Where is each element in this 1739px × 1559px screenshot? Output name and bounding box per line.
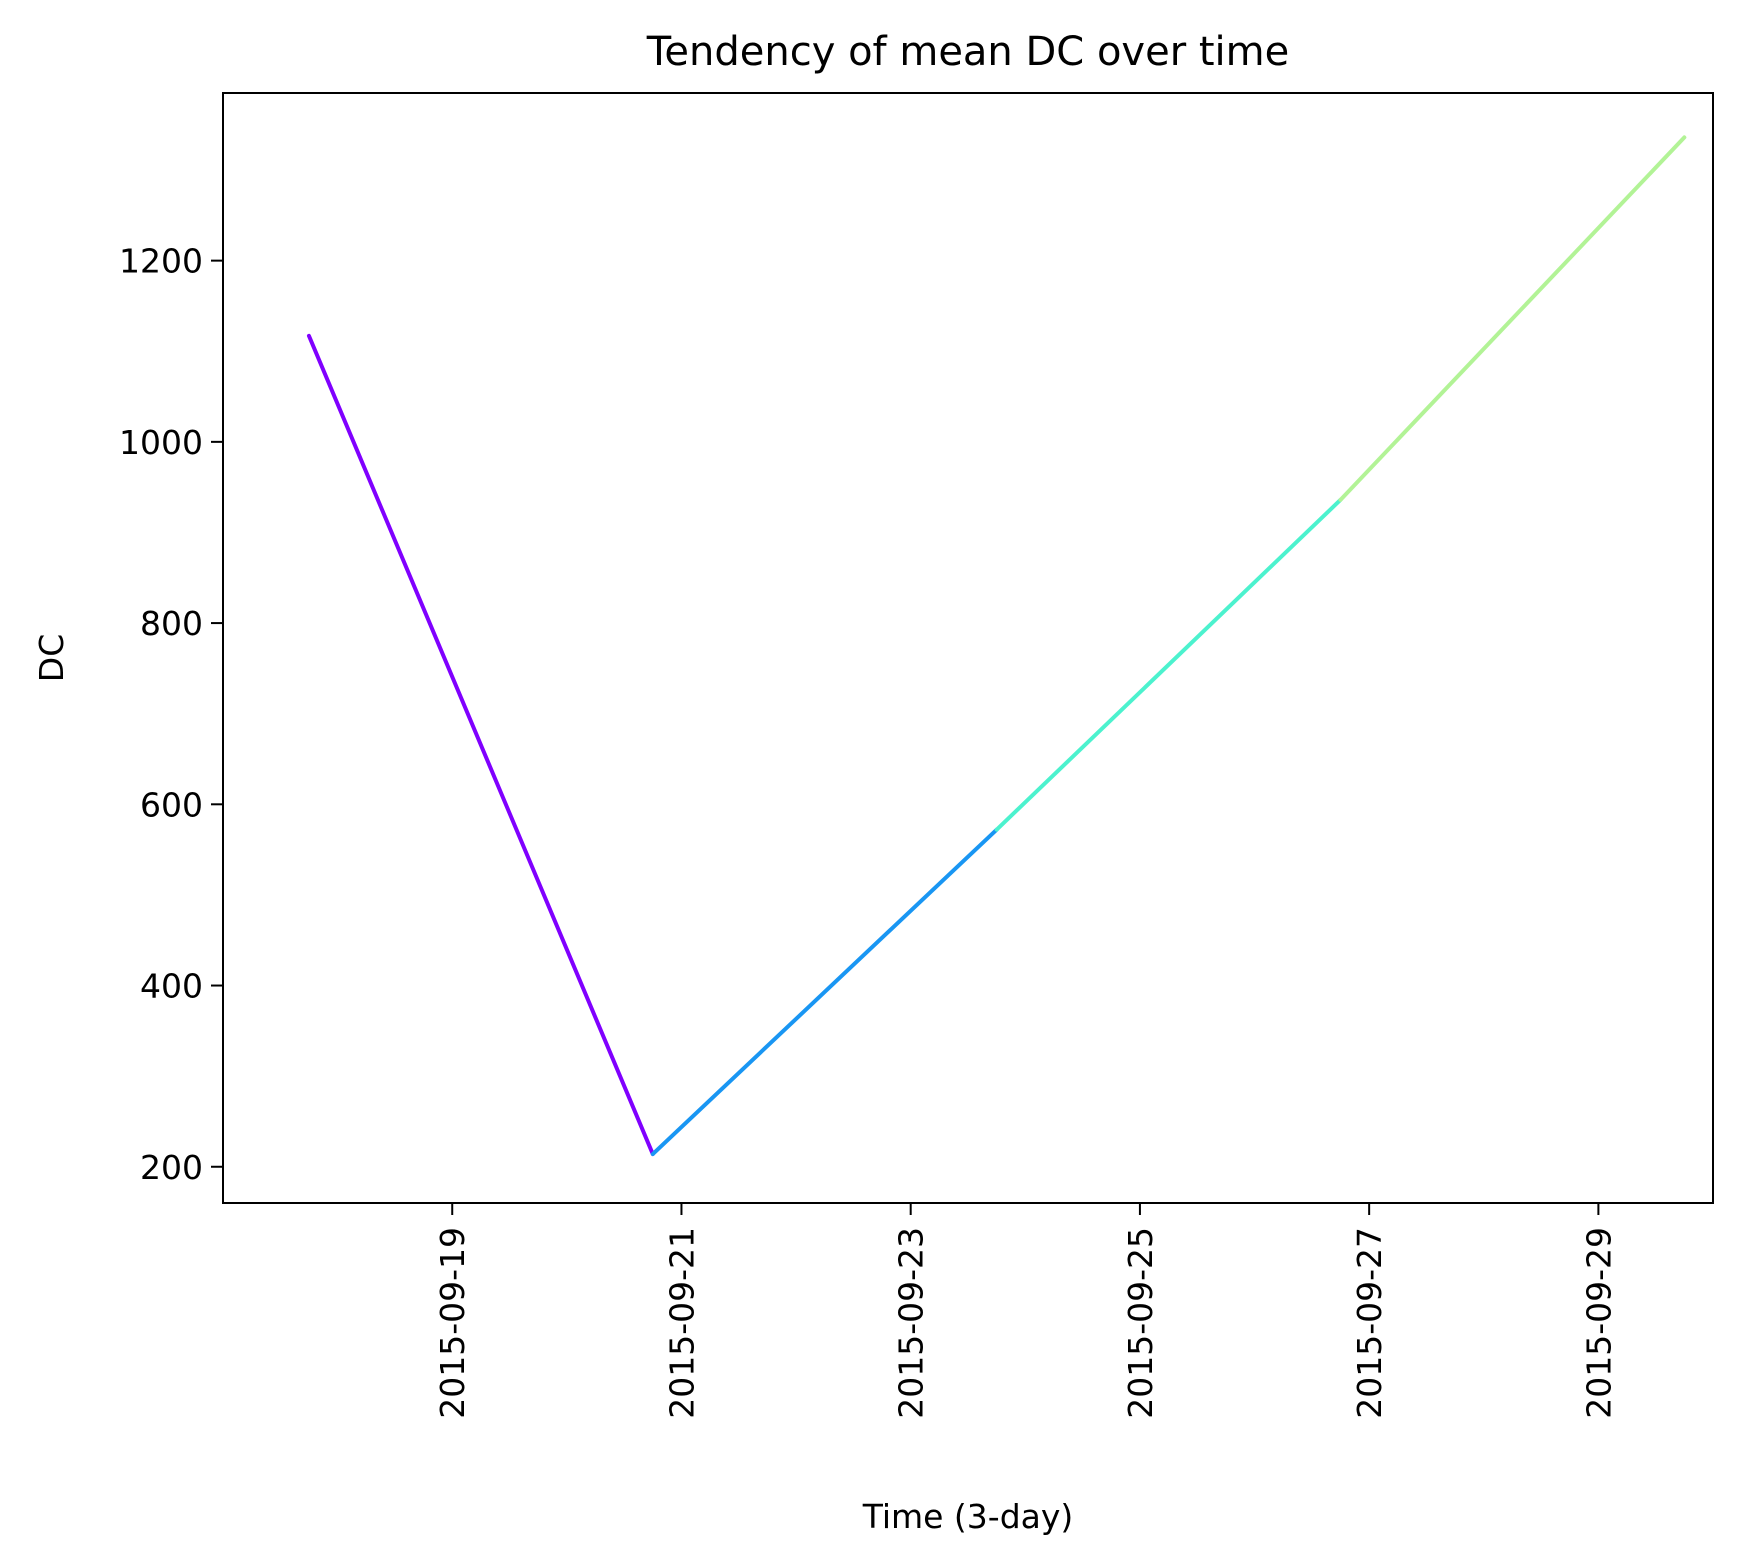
y-axis: 200 400 600 800 1000 1200 [119,242,223,1187]
line-segment [1338,135,1687,502]
y-tick-label: 400 [140,967,203,1006]
line-segment [650,827,999,1157]
x-tick-label: 2015-09-27 [1350,1227,1389,1419]
x-tick-label: 2015-09-23 [892,1227,931,1419]
x-tick-label: 2015-09-25 [1121,1227,1160,1419]
plot-frame [222,92,1714,1204]
line-segment [306,333,655,1157]
x-tick-label: 2015-09-21 [662,1227,701,1419]
y-tick-label: 1200 [119,242,203,281]
chart-title: Tendency of mean DC over time [646,29,1289,75]
x-axis: 2015-09-19 2015-09-21 2015-09-23 2015-09-25… [433,1203,1618,1419]
line-segment [994,497,1343,832]
y-tick-label: 200 [140,1148,203,1187]
y-tick-label: 600 [140,785,203,824]
plot-series [306,135,1687,1157]
y-axis-label: DC [32,634,71,682]
x-tick-label: 2015-09-19 [433,1227,472,1419]
x-tick-label: 2015-09-29 [1579,1227,1618,1419]
x-axis-label: Time (3-day) [862,1497,1074,1536]
y-tick-label: 800 [140,604,203,643]
y-tick-label: 1000 [119,423,203,462]
